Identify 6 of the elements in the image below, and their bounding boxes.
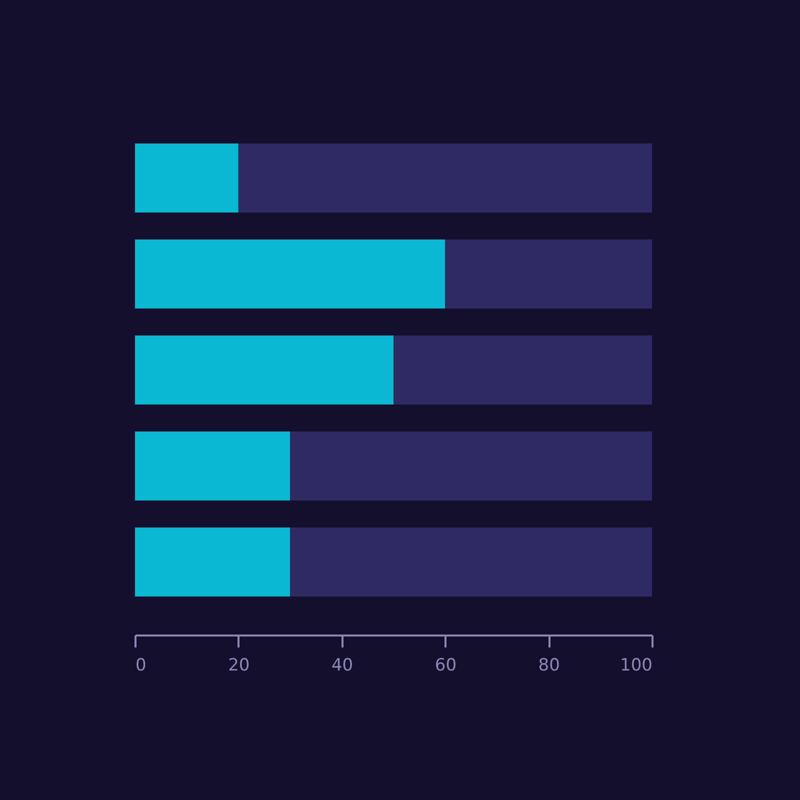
x-tick-label: 20 (228, 656, 250, 676)
x-tick-label: 60 (434, 656, 457, 676)
x-tick-label: 40 (331, 656, 354, 676)
x-tick-label: 0 (136, 656, 146, 676)
x-tick-label: 100 (620, 656, 652, 676)
x-tick-label: 80 (538, 656, 560, 676)
